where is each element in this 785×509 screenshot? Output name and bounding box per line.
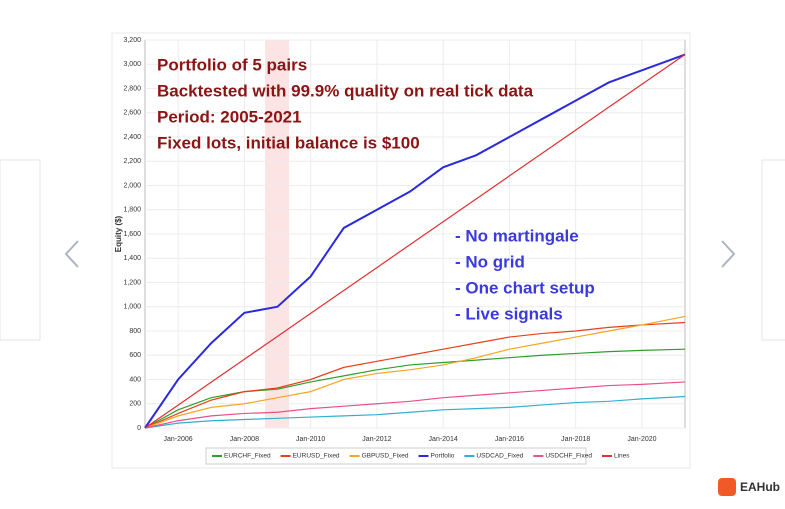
legend-label: GBPUSD_Fixed xyxy=(362,453,409,460)
annotation: Period: 2005-2021 xyxy=(157,107,302,126)
x-tick-label: Jan-2006 xyxy=(164,436,193,443)
y-tick-label: 400 xyxy=(129,376,141,383)
chart: 0 200 400 600 800 1,000 1,200 1,400 1,600 1,800 2,… xyxy=(114,37,686,465)
series-line xyxy=(144,315,686,429)
next-arrow[interactable] xyxy=(721,240,736,268)
legend-label: Portfolio xyxy=(431,453,455,460)
x-tick-label: Jan-2008 xyxy=(230,436,259,443)
series-line xyxy=(144,348,686,429)
annotation: Portfolio of 5 pairs xyxy=(157,55,307,74)
y-tick-label: 2,200 xyxy=(123,158,141,165)
y-tick-label: 3,200 xyxy=(123,37,141,44)
y-tick-label: 1,000 xyxy=(123,304,141,311)
note: - No grid xyxy=(455,252,525,271)
series-line xyxy=(144,381,686,429)
next-card[interactable] xyxy=(761,159,785,341)
note: - No martingale xyxy=(455,226,579,245)
legend-label: EURUSD_Fixed xyxy=(293,453,340,460)
annotation: Fixed lots, initial balance is $100 xyxy=(157,133,420,152)
note: - One chart setup xyxy=(455,278,595,297)
series-line xyxy=(144,395,686,429)
legend-label: USDCAD_Fixed xyxy=(476,453,523,460)
prev-card[interactable] xyxy=(0,159,41,341)
x-tick-label: Jan-2018 xyxy=(561,436,590,443)
legend-label: EURCHF_Fixed xyxy=(224,453,271,460)
y-tick-label: 2,400 xyxy=(123,134,141,141)
prev-arrow[interactable] xyxy=(64,240,79,268)
x-tick-label: Jan-2010 xyxy=(296,436,325,443)
y-tick-label: 0 xyxy=(137,425,141,432)
x-tick-label: Jan-2012 xyxy=(362,436,391,443)
brand-icon xyxy=(718,478,736,496)
y-tick-label: 2,800 xyxy=(123,85,141,92)
annotation: Backtested with 99.9% quality on real ti… xyxy=(157,81,534,100)
y-tick-label: 1,600 xyxy=(123,231,141,238)
y-tick-label: 600 xyxy=(129,352,141,359)
y-tick-label: 2,600 xyxy=(123,110,141,117)
y-tick-label: 800 xyxy=(129,328,141,335)
y-tick-label: 1,200 xyxy=(123,279,141,286)
x-tick-label: Jan-2020 xyxy=(627,436,656,443)
y-tick-label: 1,400 xyxy=(123,255,141,262)
brand: EAHub xyxy=(740,480,780,494)
series-line xyxy=(144,53,686,429)
x-tick-label: Jan-2016 xyxy=(495,436,524,443)
legend-box xyxy=(205,447,587,465)
legend-label: USDCHF_Fixed xyxy=(545,453,592,460)
y-tick-label: 3,000 xyxy=(123,61,141,68)
series-line xyxy=(144,54,686,429)
x-tick-label: Jan-2014 xyxy=(429,436,458,443)
note: - Live signals xyxy=(455,304,563,323)
series-line xyxy=(144,321,686,429)
y-axis-label: Equity ($) xyxy=(114,215,123,252)
legend-label: Lines xyxy=(614,453,630,460)
y-tick-label: 2,000 xyxy=(123,182,141,189)
y-tick-label: 1,800 xyxy=(123,207,141,214)
y-tick-label: 200 xyxy=(129,401,141,408)
